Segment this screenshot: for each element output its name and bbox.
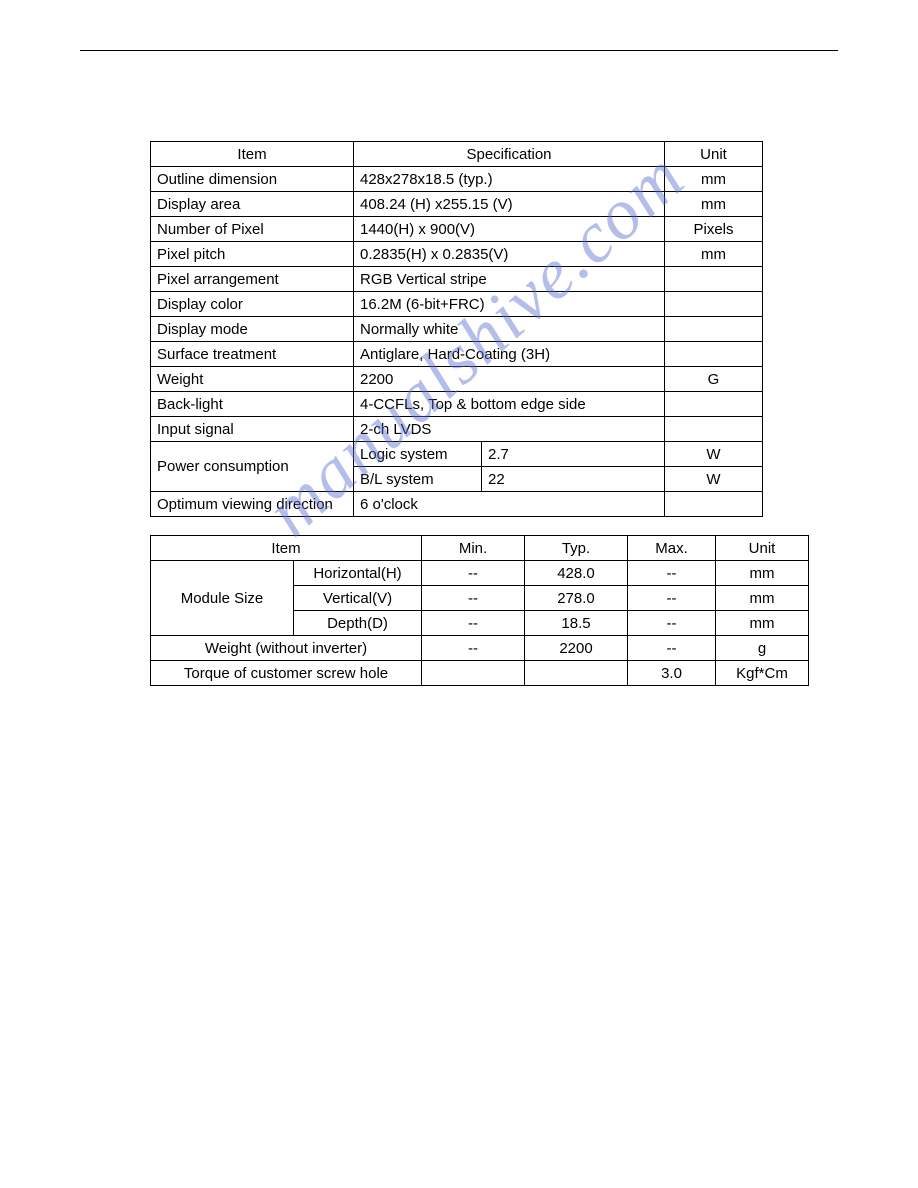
cell-unit	[665, 267, 763, 292]
cell-unit: mm	[716, 586, 809, 611]
table-row: Item Min. Typ. Max. Unit	[151, 536, 809, 561]
table-row: Pixel pitch0.2835(H) x 0.2835(V)mm	[151, 242, 763, 267]
cell-min: --	[422, 636, 525, 661]
cell-min	[422, 661, 525, 686]
header-item: Item	[151, 142, 354, 167]
cell-min: --	[422, 586, 525, 611]
cell-item: Surface treatment	[151, 342, 354, 367]
cell-unit: mm	[665, 167, 763, 192]
table-row: Pixel arrangementRGB Vertical stripe	[151, 267, 763, 292]
cell-subitem: Logic system	[354, 442, 482, 467]
cell-spec: Antiglare, Hard-Coating (3H)	[354, 342, 665, 367]
table-row: Torque of customer screw hole 3.0 Kgf*Cm	[151, 661, 809, 686]
cell-min: --	[422, 611, 525, 636]
header-unit: Unit	[716, 536, 809, 561]
cell-item: Weight (without inverter)	[151, 636, 422, 661]
cell-unit: mm	[716, 561, 809, 586]
cell-spec: 2-ch LVDS	[354, 417, 665, 442]
cell-max: 3.0	[628, 661, 716, 686]
table-row: Weight2200G	[151, 367, 763, 392]
cell-item: Input signal	[151, 417, 354, 442]
table-row: Power consumption Logic system 2.7 W	[151, 442, 763, 467]
cell-max: --	[628, 586, 716, 611]
cell-item: Weight	[151, 367, 354, 392]
cell-unit: mm	[716, 611, 809, 636]
cell-spec: 0.2835(H) x 0.2835(V)	[354, 242, 665, 267]
cell-spec: 408.24 (H) x255.15 (V)	[354, 192, 665, 217]
cell-unit	[665, 292, 763, 317]
cell-typ	[525, 661, 628, 686]
table-row: Surface treatmentAntiglare, Hard-Coating…	[151, 342, 763, 367]
header-max: Max.	[628, 536, 716, 561]
table-row: Module Size Horizontal(H) -- 428.0 -- mm	[151, 561, 809, 586]
cell-unit: mm	[665, 192, 763, 217]
cell-spec: 4-CCFLs, Top & bottom edge side	[354, 392, 665, 417]
cell-unit	[665, 392, 763, 417]
cell-item: Display color	[151, 292, 354, 317]
cell-spec: RGB Vertical stripe	[354, 267, 665, 292]
cell-value: 22	[482, 467, 665, 492]
table-row: Outline dimension428x278x18.5 (typ.)mm	[151, 167, 763, 192]
cell-typ: 278.0	[525, 586, 628, 611]
cell-max: --	[628, 611, 716, 636]
cell-unit: mm	[665, 242, 763, 267]
cell-item: Display mode	[151, 317, 354, 342]
cell-unit: W	[665, 467, 763, 492]
cell-unit: W	[665, 442, 763, 467]
cell-item: Power consumption	[151, 442, 354, 492]
table-row: Weight (without inverter) -- 2200 -- g	[151, 636, 809, 661]
cell-dim: Vertical(V)	[294, 586, 422, 611]
table-row: Optimum viewing direction6 o'clock	[151, 492, 763, 517]
cell-max: --	[628, 636, 716, 661]
cell-unit: G	[665, 367, 763, 392]
table-row: Item Specification Unit	[151, 142, 763, 167]
cell-min: --	[422, 561, 525, 586]
header-min: Min.	[422, 536, 525, 561]
cell-item: Module Size	[151, 561, 294, 636]
cell-dim: Depth(D)	[294, 611, 422, 636]
cell-item: Pixel arrangement	[151, 267, 354, 292]
header-item: Item	[151, 536, 422, 561]
cell-item: Outline dimension	[151, 167, 354, 192]
cell-unit	[665, 342, 763, 367]
cell-unit	[665, 317, 763, 342]
cell-item: Torque of customer screw hole	[151, 661, 422, 686]
cell-value: 2.7	[482, 442, 665, 467]
cell-item: Pixel pitch	[151, 242, 354, 267]
spec-table-2: Item Min. Typ. Max. Unit Module Size Hor…	[150, 535, 809, 686]
cell-unit	[665, 417, 763, 442]
table-row: Display color16.2M (6-bit+FRC)	[151, 292, 763, 317]
header-spec: Specification	[354, 142, 665, 167]
cell-spec: Normally white	[354, 317, 665, 342]
cell-item: Display area	[151, 192, 354, 217]
cell-item: Optimum viewing direction	[151, 492, 354, 517]
cell-spec: 1440(H) x 900(V)	[354, 217, 665, 242]
table-row: Back-light4-CCFLs, Top & bottom edge sid…	[151, 392, 763, 417]
cell-typ: 2200	[525, 636, 628, 661]
cell-item: Number of Pixel	[151, 217, 354, 242]
cell-spec: 2200	[354, 367, 665, 392]
cell-spec: 16.2M (6-bit+FRC)	[354, 292, 665, 317]
cell-typ: 18.5	[525, 611, 628, 636]
cell-spec: 6 o'clock	[354, 492, 665, 517]
cell-unit	[665, 492, 763, 517]
header-typ: Typ.	[525, 536, 628, 561]
cell-unit: Pixels	[665, 217, 763, 242]
top-rule	[80, 50, 838, 51]
table-row: Input signal2-ch LVDS	[151, 417, 763, 442]
table-row: Display modeNormally white	[151, 317, 763, 342]
cell-unit: Kgf*Cm	[716, 661, 809, 686]
cell-dim: Horizontal(H)	[294, 561, 422, 586]
cell-max: --	[628, 561, 716, 586]
spec-table-1: Item Specification Unit Outline dimensio…	[150, 141, 763, 517]
cell-spec: 428x278x18.5 (typ.)	[354, 167, 665, 192]
cell-subitem: B/L system	[354, 467, 482, 492]
cell-item: Back-light	[151, 392, 354, 417]
header-unit: Unit	[665, 142, 763, 167]
cell-typ: 428.0	[525, 561, 628, 586]
cell-unit: g	[716, 636, 809, 661]
table-row: Number of Pixel1440(H) x 900(V)Pixels	[151, 217, 763, 242]
table-row: Display area408.24 (H) x255.15 (V)mm	[151, 192, 763, 217]
